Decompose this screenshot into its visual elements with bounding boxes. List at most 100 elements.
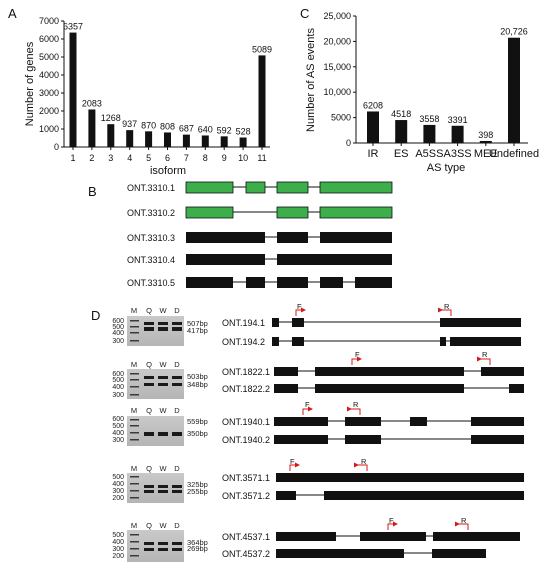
exon — [186, 232, 265, 243]
lane-label-q: Q — [146, 521, 152, 530]
chart_c-xtick-label: A3SS — [444, 148, 472, 160]
structure-group-1: ONT.194.1 ONT.194.2 F R — [222, 302, 521, 347]
chart_a-xtick-label: 3 — [108, 153, 113, 163]
lane-label-w: W — [159, 406, 167, 415]
exon — [355, 277, 392, 288]
exon — [319, 206, 393, 219]
chart_c-bar — [479, 140, 492, 143]
marker-size: 200 — [112, 553, 124, 560]
marker-size: 200 — [112, 495, 124, 502]
primer-forward: F — [355, 350, 360, 359]
chart_a-ytick-label: 0 — [54, 142, 59, 152]
marker-size: 300 — [112, 488, 124, 495]
chart_c-ytick-label: 25,000 — [323, 11, 351, 21]
exon — [245, 181, 266, 194]
exon — [277, 232, 308, 243]
isoform-label: ONT.3571.2 — [222, 491, 270, 501]
lane-label-w: W — [159, 464, 167, 473]
isoform-label: ONT.3310.5 — [127, 278, 175, 288]
structure-group-2: ONT.1822.1 ONT.1822.2 F R — [222, 350, 524, 394]
chart_c-value-label: 4518 — [391, 109, 411, 119]
marker-size: 500 — [112, 474, 124, 481]
isoform-label: ONT.1940.2 — [222, 435, 270, 445]
chart_c-ytick-label: 0 — [346, 138, 351, 148]
marker-size: 300 — [112, 392, 124, 399]
gel-image — [127, 416, 184, 446]
band-size-lower: 269bp — [187, 544, 208, 553]
chart_c-value-label: 398 — [478, 130, 493, 140]
band-size-upper: 325bp — [187, 480, 208, 489]
chart_c-value-label: 3558 — [419, 114, 439, 124]
lane-label-w: W — [159, 360, 167, 369]
chart_c-ytick-label: 5000 — [331, 113, 351, 123]
marker-size: 300 — [112, 546, 124, 553]
chart_a-bar — [201, 135, 209, 147]
exon — [246, 277, 265, 288]
chart_a-xtick-label: 6 — [165, 153, 170, 163]
primer-forward: F — [389, 516, 394, 525]
lane-label-d: D — [174, 464, 180, 473]
lane-label-q: Q — [146, 360, 152, 369]
chart_a-xtick-label: 4 — [127, 153, 132, 163]
chart_a-xtick-label: 10 — [238, 153, 248, 163]
marker-size: 400 — [112, 330, 124, 337]
chart_a-xtick-label: 5 — [146, 153, 151, 163]
primer-reverse: R — [444, 302, 450, 311]
chart_a-ytick-label: 6000 — [39, 34, 59, 44]
exon — [277, 254, 392, 265]
gel-group-5: M Q W D 500 400 300 200 364bp 269bp — [112, 521, 208, 562]
lane-label-d: D — [174, 360, 180, 369]
chart_a-bar — [69, 32, 77, 147]
exon — [277, 277, 308, 288]
chart_c-bar — [423, 124, 436, 143]
primer-reverse: R — [461, 516, 467, 525]
lane-label-q: Q — [146, 464, 152, 473]
lane-label-q: Q — [146, 306, 152, 315]
gel-group-2: M Q W D 600 500 400 300 503bp 348bp — [112, 360, 208, 399]
chart_a-bar — [258, 55, 266, 148]
exon — [186, 277, 233, 288]
chart_c-bar — [508, 37, 520, 143]
chart_a-xtick-label: 11 — [257, 153, 266, 163]
structure-group-3: ONT.1940.1 ONT.1940.2 F R — [222, 400, 524, 445]
marker-size: 600 — [112, 318, 124, 325]
panel-b-structures: ONT.3310.1 ONT.3310.2 ONT.3310.3 ONT.331… — [127, 181, 393, 288]
lane-label-d: D — [174, 306, 180, 315]
isoform-label: ONT.194.2 — [222, 337, 265, 347]
chart_a-value-label: 528 — [236, 126, 251, 136]
chart_c-bar — [395, 120, 408, 143]
exon — [185, 206, 234, 219]
marker-size: 400 — [112, 539, 124, 546]
marker-size: 500 — [112, 423, 124, 430]
chart_a-bar — [88, 109, 96, 147]
lane-label-w: W — [159, 306, 167, 315]
chart_a-value-label: 1268 — [101, 113, 121, 123]
isoform-label: ONT.4537.1 — [222, 532, 270, 542]
isoform-label: ONT.3310.1 — [127, 183, 175, 193]
structure-group-5: ONT.4537.1 ONT.4537.2 F R — [222, 516, 520, 559]
structure-group-4: ONT.3571.1 ONT.3571.2 F R — [222, 457, 524, 501]
lane-label-d: D — [174, 521, 180, 530]
band-size-lower: 350bp — [187, 429, 208, 438]
chart_c-ytick-label: 20,000 — [323, 36, 351, 46]
chart_a-xtick-label: 1 — [70, 153, 75, 163]
exon — [320, 277, 343, 288]
chart-a-ylabel: Number of genes — [24, 41, 36, 126]
gel-group-4: M Q W D 500 400 300 200 325bp 255bp — [112, 464, 208, 503]
chart_c-xtick-label: IR — [368, 148, 379, 160]
exon — [319, 181, 393, 194]
chart_a-bar — [107, 124, 115, 147]
chart_a-value-label: 6357 — [63, 22, 83, 32]
marker-size: 600 — [112, 371, 124, 378]
gel-group-1: M Q W D 600 500 400 300 507bp 417bp — [112, 306, 208, 346]
marker-size: 400 — [112, 384, 124, 391]
exon — [320, 232, 392, 243]
chart_a-value-label: 640 — [198, 124, 213, 134]
chart_a-value-label: 687 — [179, 124, 194, 134]
chart_a-bar — [164, 132, 171, 147]
isoform-label: ONT.3310.4 — [127, 255, 175, 265]
lane-label-m: M — [131, 464, 137, 473]
exon — [186, 254, 265, 265]
primer-forward: F — [305, 400, 310, 409]
chart_a-bar — [239, 137, 247, 147]
